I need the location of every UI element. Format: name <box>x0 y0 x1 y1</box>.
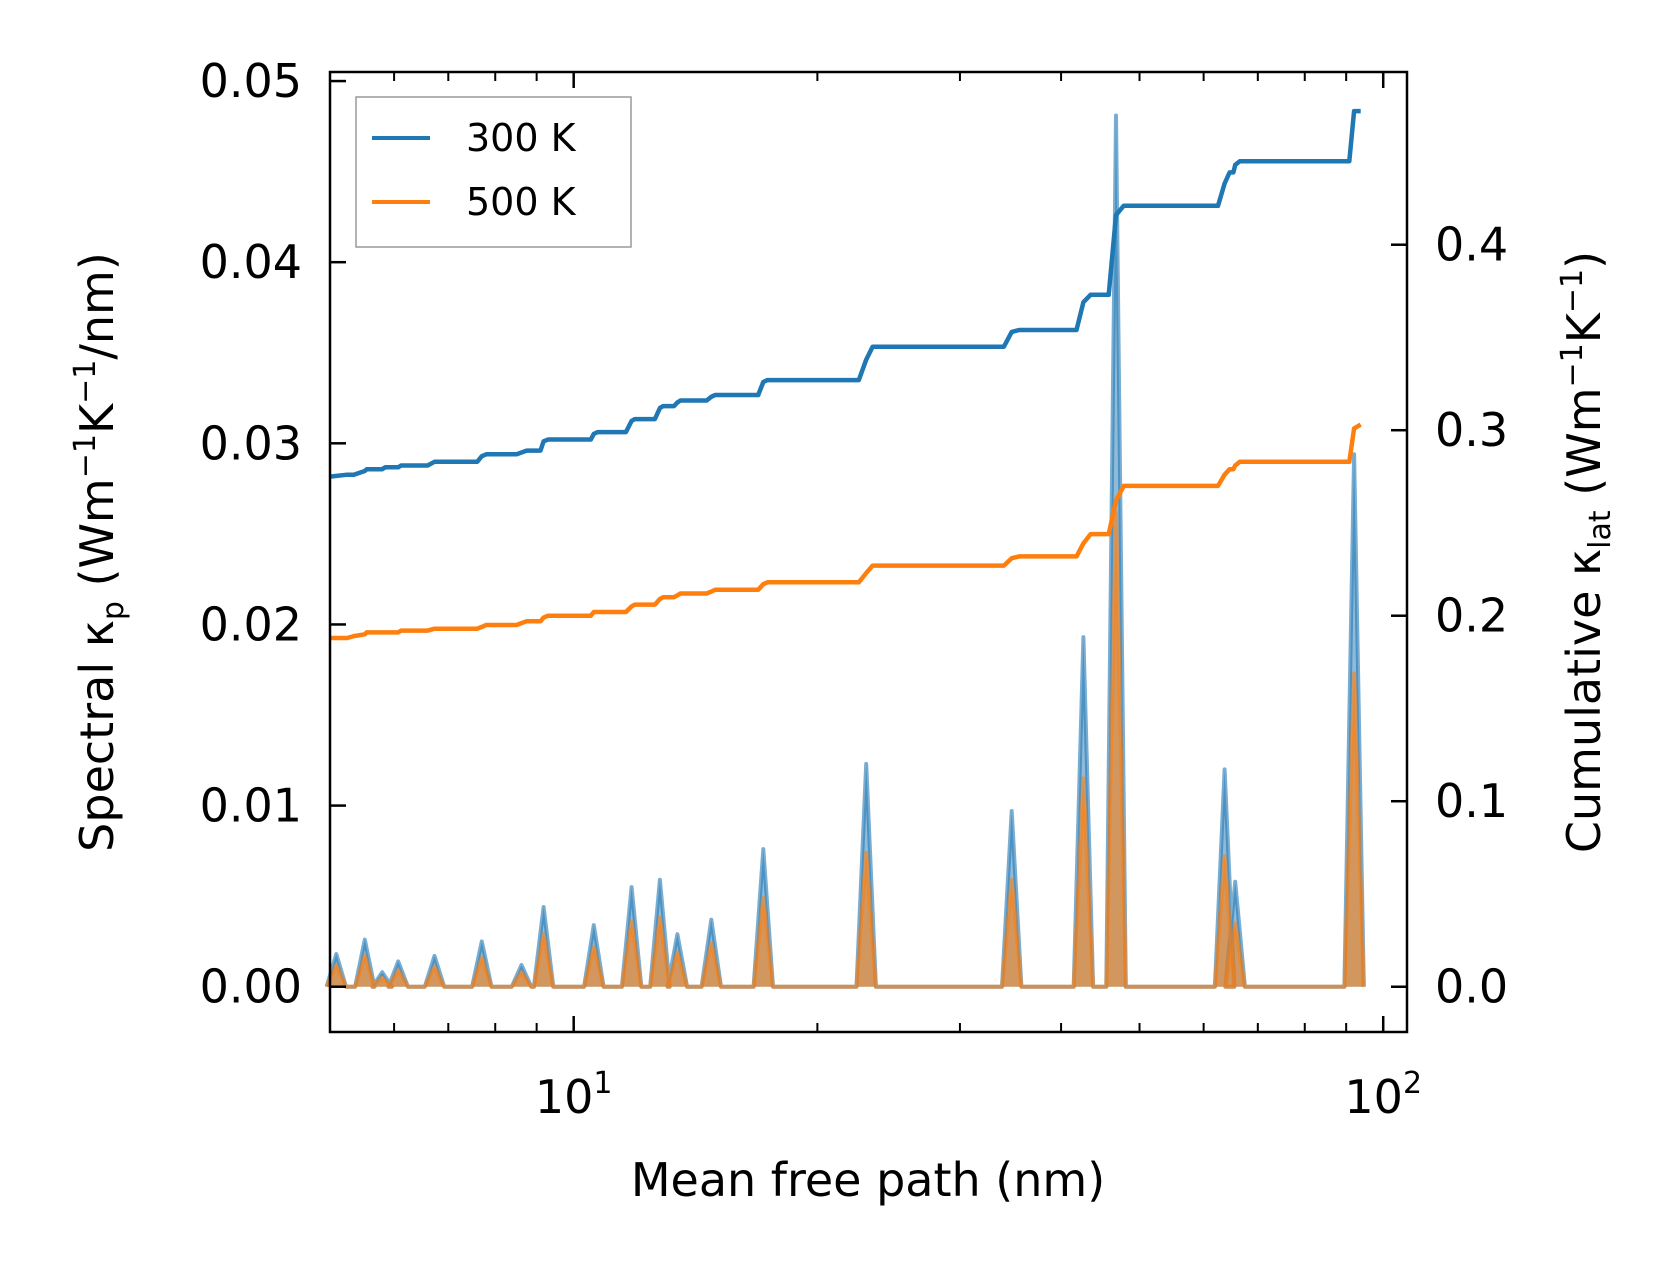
right-y-tick-label: 0.1 <box>1435 774 1508 828</box>
right-y-tick-label: 0.3 <box>1435 403 1508 457</box>
right-y-axis-label-sup-1: −1 <box>1555 343 1590 387</box>
legend-label-500k: 500 K <box>466 180 577 224</box>
left-y-axis-label-sub: p <box>96 601 131 620</box>
right-y-tick-label: 0.2 <box>1435 589 1508 643</box>
legend-frame <box>355 96 632 248</box>
cumulative-layer <box>329 108 1362 641</box>
cumulative-line-500k <box>330 422 1362 641</box>
plot-frame <box>328 70 1409 1034</box>
left-y-axis-label-part-2: (Wm <box>70 478 124 601</box>
right-y-axis-label: Cumulative κlat (Wm−1K−1) <box>1555 251 1618 853</box>
x-tick-label: 101 <box>535 1066 613 1124</box>
x-axis-label: Mean free path (nm) <box>631 1153 1105 1207</box>
ticks-layer <box>329 72 1407 1032</box>
left-y-tick-label: 0.01 <box>200 779 302 833</box>
legend-label-300k: 300 K <box>466 116 577 160</box>
right-y-axis-label-sup-2: −1 <box>1555 269 1590 313</box>
right-y-axis-label-part-6: ) <box>1557 251 1611 269</box>
right-y-tick-label: 0.4 <box>1435 218 1508 272</box>
x-tick-label: 102 <box>1344 1066 1422 1124</box>
right-y-axis-label-part-2: (Wm <box>1557 387 1611 510</box>
legend: 300 K 500 K <box>355 96 632 248</box>
left-y-tick-label: 0.02 <box>200 597 302 651</box>
right-y-axis-label-part-0: Cumulative κ <box>1557 549 1611 853</box>
left-y-tick-label: 0.03 <box>200 416 302 470</box>
right-y-axis-label-part-4: K <box>1557 311 1611 343</box>
right-y-axis-label-sub: lat <box>1583 510 1618 549</box>
left-y-tick-label: 0.00 <box>200 960 302 1014</box>
spectral-layer <box>324 113 1366 989</box>
left-y-axis-label-part-4: K <box>70 402 124 434</box>
left-y-axis-label-sup-2: −1 <box>68 360 103 404</box>
left-y-tick-label: 0.04 <box>200 235 302 289</box>
right-y-tick-label: 0.0 <box>1435 960 1508 1014</box>
left-y-tick-label: 0.05 <box>200 54 302 108</box>
cumulative-line-300k <box>329 108 1361 479</box>
left-y-axis-label: Spectral κp (Wm−1K−1/nm) <box>68 252 131 852</box>
left-y-axis-label-part-6: /nm) <box>70 252 124 359</box>
left-y-axis-label-part-0: Spectral κ <box>70 620 124 852</box>
left-y-axis-label-sup-1: −1 <box>68 434 103 478</box>
labels-layer: 0.00 0.01 0.02 0.03 0.04 0.05 0.0 0.1 0.2 0.3 0.4 1… <box>200 54 1509 1124</box>
